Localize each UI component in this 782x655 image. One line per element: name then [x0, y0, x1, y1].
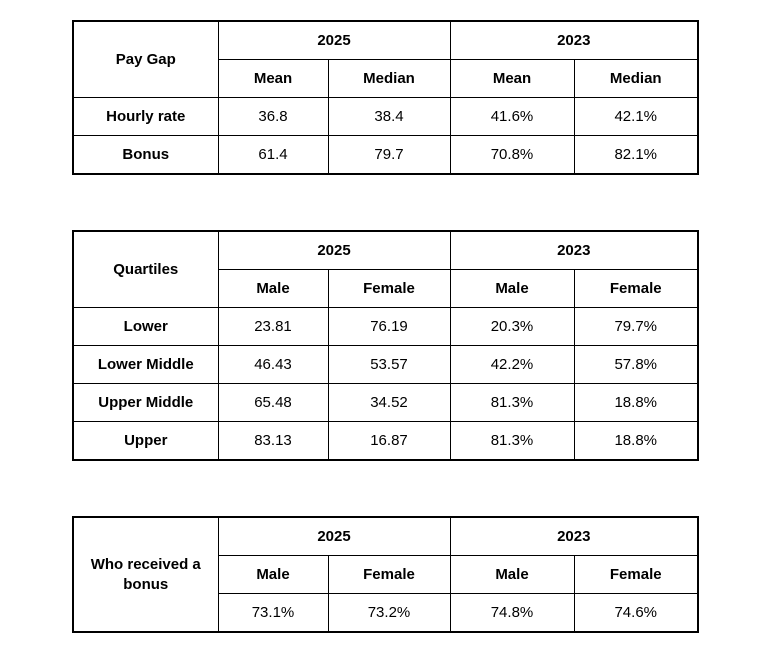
bonus-received-table: Who received a bonus 2025 2023 Male Fema…: [72, 516, 699, 633]
subheader-cell: Female: [573, 269, 699, 308]
value-cell: 74.6%: [573, 593, 699, 633]
value-cell: 61.4: [217, 135, 329, 175]
table-subheader-row: Mean Median Mean Median: [73, 59, 699, 98]
table-row: Lower Middle 46.43 53.57 42.2% 57.8%: [72, 345, 699, 384]
value-cell: 23.81: [217, 307, 329, 346]
value-cell: 46.43: [217, 345, 329, 384]
table-row: Lower 23.81 76.19 20.3% 79.7%: [72, 307, 699, 346]
value-cell: 41.6%: [449, 97, 575, 136]
subheader-cell: Female: [327, 555, 451, 594]
year-header-2023: 2023: [449, 516, 699, 556]
value-cell: 36.8: [217, 97, 329, 136]
table-row: 73.1% 73.2% 74.8% 74.6%: [73, 593, 699, 633]
value-cell: 70.8%: [449, 135, 575, 175]
year-header-2023: 2023: [449, 20, 699, 60]
subheader-cell: Median: [573, 59, 699, 98]
table-header-row: Quartiles 2025 2023: [72, 230, 699, 308]
subheader-cell: Female: [573, 555, 699, 594]
value-cell: 34.52: [327, 383, 451, 422]
value-cell: 20.3%: [449, 307, 575, 346]
row-label: Lower: [72, 307, 219, 346]
table-subheader-row: Male Female Male Female: [73, 269, 699, 308]
subheader-cell: Female: [327, 269, 451, 308]
value-cell: 16.87: [327, 421, 451, 461]
subheader-cell: Mean: [217, 59, 329, 98]
value-cell: 18.8%: [573, 383, 699, 422]
table-header-row: Pay Gap 2025 2023: [72, 20, 699, 98]
subheader-cell: Male: [217, 555, 329, 594]
value-cell: 38.4: [327, 97, 451, 136]
value-cell: 81.3%: [449, 383, 575, 422]
table-title-cell: Pay Gap: [72, 20, 219, 98]
year-header-2025: 2025: [217, 516, 451, 556]
subheader-cell: Male: [449, 555, 575, 594]
table-title-cell: Who received a bonus: [72, 516, 219, 633]
subheader-cell: Mean: [449, 59, 575, 98]
table-row: Hourly rate 36.8 38.4 41.6% 42.1%: [72, 97, 699, 136]
value-cell: 82.1%: [573, 135, 699, 175]
table-row: Upper 83.13 16.87 81.3% 18.8%: [72, 421, 699, 461]
value-cell: 57.8%: [573, 345, 699, 384]
document-page: Pay Gap 2025 2023 Mean Median Mean Media…: [72, 20, 699, 633]
value-cell: 73.2%: [327, 593, 451, 633]
value-cell: 83.13: [217, 421, 329, 461]
value-cell: 79.7: [327, 135, 451, 175]
year-header-2025: 2025: [217, 20, 451, 60]
value-cell: 74.8%: [449, 593, 575, 633]
value-cell: 79.7%: [573, 307, 699, 346]
value-cell: 81.3%: [449, 421, 575, 461]
pay-gap-table: Pay Gap 2025 2023 Mean Median Mean Media…: [72, 20, 699, 175]
table-subheader-row: Male Female Male Female: [73, 555, 699, 594]
row-label: Hourly rate: [72, 97, 219, 136]
value-cell: 53.57: [327, 345, 451, 384]
value-cell: 18.8%: [573, 421, 699, 461]
year-header-2025: 2025: [217, 230, 451, 270]
table-row: Bonus 61.4 79.7 70.8% 82.1%: [72, 135, 699, 175]
row-label: Bonus: [72, 135, 219, 175]
value-cell: 42.2%: [449, 345, 575, 384]
year-header-2023: 2023: [449, 230, 699, 270]
subheader-cell: Male: [449, 269, 575, 308]
value-cell: 76.19: [327, 307, 451, 346]
subheader-cell: Male: [217, 269, 329, 308]
table-header-row: Who received a bonus 2025 2023: [72, 516, 699, 633]
row-label: Upper Middle: [72, 383, 219, 422]
row-label: Lower Middle: [72, 345, 219, 384]
value-cell: 73.1%: [217, 593, 329, 633]
value-cell: 42.1%: [573, 97, 699, 136]
quartiles-table: Quartiles 2025 2023 Male Female Male Fem…: [72, 230, 699, 461]
table-row: Upper Middle 65.48 34.52 81.3% 18.8%: [72, 383, 699, 422]
row-label: Upper: [72, 421, 219, 461]
value-cell: 65.48: [217, 383, 329, 422]
subheader-cell: Median: [327, 59, 451, 98]
table-title-cell: Quartiles: [72, 230, 219, 308]
